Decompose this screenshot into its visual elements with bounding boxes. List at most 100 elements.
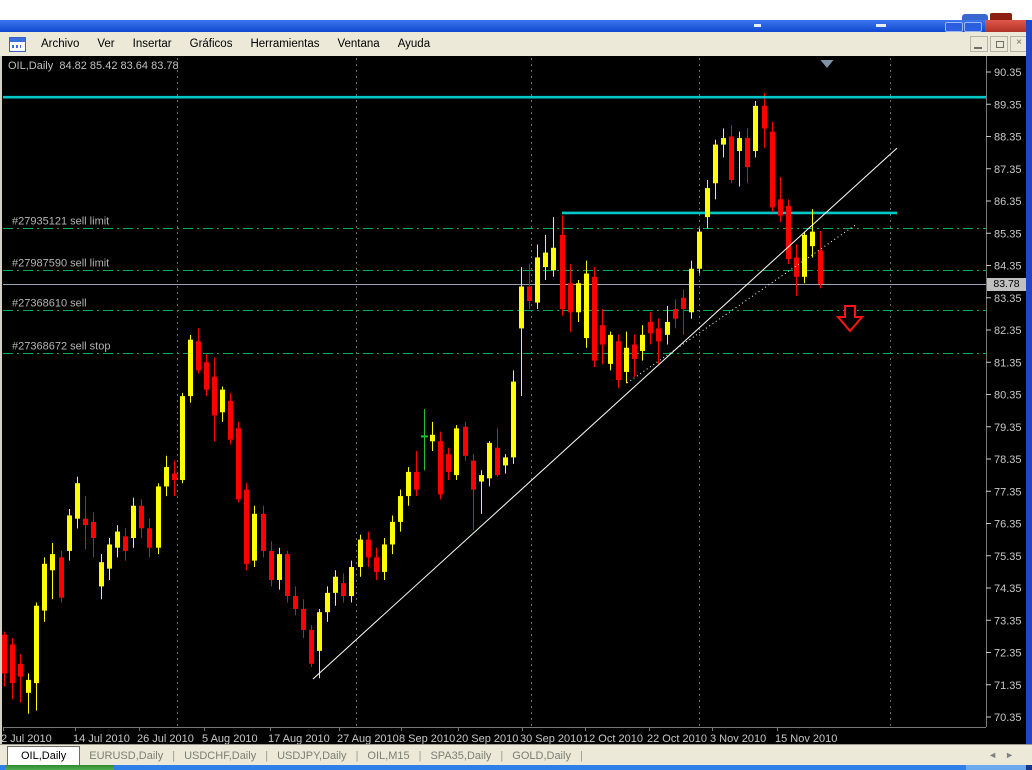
chart-info-line: OIL,Daily 84.82 85.42 83.64 83.78 [8, 60, 179, 72]
date-axis-label: 17 Aug 2010 [268, 733, 330, 744]
date-axis-label: 5 Aug 2010 [202, 733, 258, 744]
title-text-fragment [754, 24, 761, 27]
price-axis-label: 83.35 [994, 293, 1022, 305]
icon-chart-glyph [12, 44, 21, 48]
price-axis-label: 70.35 [994, 712, 1022, 724]
date-axis-label: 8 Sep 2010 [399, 733, 455, 744]
menu-ventana[interactable]: Ventana [337, 38, 380, 50]
order-line-label: #27368610 sell [12, 298, 87, 310]
order-line-label: #27368672 sell stop [12, 341, 110, 353]
axes [3, 56, 987, 728]
price-axis-label: 79.35 [994, 422, 1022, 434]
order-line-label: #27987590 sell limit [12, 258, 109, 270]
restore-button[interactable] [990, 36, 1008, 52]
minimize-button[interactable] [970, 36, 988, 52]
close-button-fragment[interactable] [985, 20, 1032, 32]
child-window-controls: × [970, 36, 1028, 52]
tab-separator: | [172, 750, 176, 762]
chart-tab-bar: OIL,Daily EURUSD,Daily | USDCHF,Daily | … [0, 744, 1032, 766]
price-axis-label: 88.35 [994, 132, 1022, 144]
price-axis-label: 82.35 [994, 325, 1022, 337]
price-axis-label: 85.35 [994, 228, 1022, 240]
tab-usdjpy-daily[interactable]: USDJPY,Daily [277, 750, 347, 762]
tab-separator: | [579, 750, 583, 762]
price-axis-label: 77.35 [994, 486, 1022, 498]
markers [820, 60, 865, 333]
menu-ver[interactable]: Ver [97, 38, 115, 50]
tray-sliver [966, 765, 1026, 770]
price-axis-label: 90.35 [994, 67, 1022, 79]
price-axis-label: 73.35 [994, 615, 1022, 627]
tab-separator: | [355, 750, 359, 762]
price-axis-label: 87.35 [994, 164, 1022, 176]
date-axis-label: 26 Jul 2010 [137, 733, 194, 744]
minimize-button-fragment[interactable] [945, 22, 963, 32]
current-price-badge: 83.78 [987, 278, 1026, 291]
chart-area[interactable]: #27935121 sell limit #27987590 sell limit… [0, 56, 1032, 744]
maximize-button-fragment[interactable] [964, 22, 982, 32]
tab-oil-m15[interactable]: OIL,M15 [367, 750, 410, 762]
date-axis-label: 27 Aug 2010 [337, 733, 399, 744]
price-axis-label: 75.35 [994, 551, 1022, 563]
date-axis-label: 30 Sep 2010 [520, 733, 582, 744]
chart-canvas[interactable]: #27935121 sell limit #27987590 sell limit… [0, 56, 1032, 744]
price-axis-label: 80.35 [994, 390, 1022, 402]
icon-titlebar [10, 37, 25, 42]
taskbar-sliver [0, 765, 1032, 770]
trendlines[interactable] [312, 147, 898, 680]
order-line-label: #27935121 sell limit [12, 216, 109, 228]
order-lines[interactable]: #27935121 sell limit #27987590 sell limit… [3, 216, 986, 354]
dotted-trendline [626, 223, 858, 384]
taskbar-corner [1026, 765, 1032, 770]
price-axis-label: 81.35 [994, 357, 1022, 369]
price-axis-label: 74.35 [994, 583, 1022, 595]
date-axis-label: 2 Jul 2010 [1, 733, 52, 744]
month-gridlines [177, 58, 891, 727]
chart-window-icon[interactable] [9, 36, 26, 52]
date-axis-label: 12 Oct 2010 [583, 733, 643, 744]
tab-eurusd-daily[interactable]: EURUSD,Daily [89, 750, 164, 762]
desktop-background-sliver [0, 0, 1032, 20]
minimize-icon [974, 47, 982, 49]
tab-spa35-daily[interactable]: SPA35,Daily [430, 750, 492, 762]
menu-bar: Archivo Ver Insertar Gráficos Herramient… [0, 32, 1032, 57]
tab-usdchf-daily[interactable]: USDCHF,Daily [184, 750, 257, 762]
tab-separator: | [500, 750, 504, 762]
candles [2, 92, 823, 714]
price-axis-label: 72.35 [994, 648, 1022, 660]
price-axis-label: 84.35 [994, 261, 1022, 273]
start-button-sliver [5, 765, 114, 770]
red-down-arrow-icon[interactable] [835, 305, 865, 333]
menu-archivo[interactable]: Archivo [41, 38, 80, 50]
menu-herramientas[interactable]: Herramientas [250, 38, 320, 50]
gray-down-triangle-icon[interactable] [820, 60, 834, 68]
restore-icon [996, 39, 1007, 48]
price-axis-label: 76.35 [994, 519, 1022, 531]
date-axis-label: 14 Jul 2010 [73, 733, 130, 744]
cropped-close-button-fragment [990, 13, 1012, 20]
date-axis-label: 20 Sep 2010 [456, 733, 518, 744]
date-axis-label: 3 Nov 2010 [710, 733, 766, 744]
chart-border [0, 56, 2, 744]
tab-separator: | [418, 750, 422, 762]
tab-scroll-left-icon[interactable]: ◄ [988, 750, 1006, 760]
date-axis-label: 22 Oct 2010 [647, 733, 707, 744]
main-title-bar [0, 20, 1032, 32]
menu-graficos[interactable]: Gráficos [189, 38, 233, 50]
menu-ayuda[interactable]: Ayuda [397, 38, 431, 50]
date-axis-label: 15 Nov 2010 [775, 733, 837, 744]
price-axis: 90.35 89.35 88.35 87.35 86.35 85.35 84.35 83.35… [986, 67, 1022, 724]
tab-scroll-arrows: ◄► [988, 750, 1022, 760]
tab-scroll-right-icon[interactable]: ► [1005, 750, 1022, 760]
tab-oil-daily[interactable]: OIL,Daily [7, 746, 81, 766]
solid-trendline [312, 147, 898, 680]
tab-separator: | [265, 750, 269, 762]
price-axis-label: 71.35 [994, 680, 1022, 692]
date-axis: 2 Jul 2010 14 Jul 2010 26 Jul 2010 5 Aug 20… [1, 727, 837, 744]
cropped-window-button-fragment [962, 14, 988, 20]
price-axis-label: 89.35 [994, 99, 1022, 111]
tab-gold-daily[interactable]: GOLD,Daily [512, 750, 571, 762]
window-right-border [1026, 20, 1032, 770]
menu-insertar[interactable]: Insertar [132, 38, 172, 50]
